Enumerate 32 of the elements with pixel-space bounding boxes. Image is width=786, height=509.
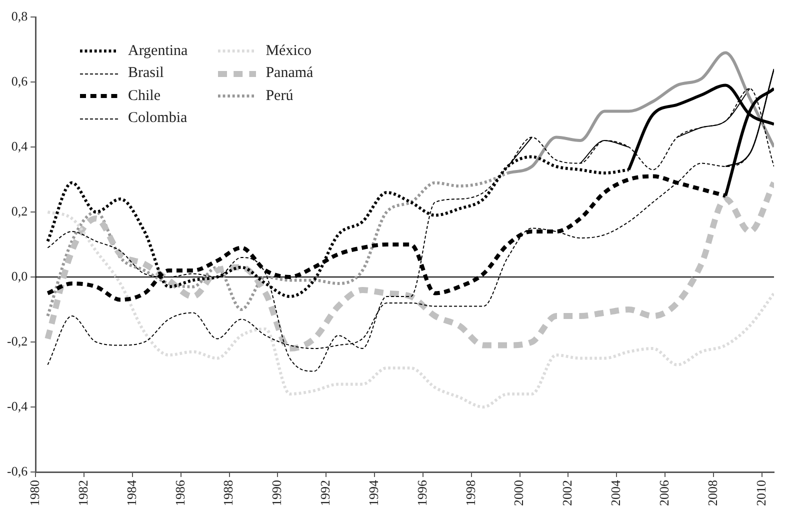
line-series (46, 210, 774, 408)
y-tick-label: -0,4 (6, 398, 28, 414)
y-tick-label: 0,6 (11, 73, 28, 88)
legend-label: Chile (128, 88, 160, 105)
legend-label: Argentina (128, 42, 188, 60)
x-tick-label: 1986 (172, 480, 188, 506)
legend-label: Perú (266, 88, 294, 105)
legend-label: Panamá (266, 65, 314, 82)
x-tick-label: 1980 (27, 480, 42, 506)
x-tick-label: 1992 (318, 480, 333, 506)
legend-label: Colombia (128, 110, 188, 128)
x-tick-label: 1994 (366, 480, 381, 506)
x-tick-label: 2002 (560, 480, 575, 506)
y-tick-label: 0,4 (11, 138, 28, 154)
legend-label: México (266, 42, 312, 60)
legend-label: Brasil (128, 65, 164, 82)
y-tick-label: 0,8 (11, 8, 28, 24)
x-tick-label: 2004 (608, 480, 624, 506)
x-tick-label: 1982 (75, 480, 90, 506)
y-tick-label: 0,2 (11, 203, 28, 218)
x-tick-label: 1996 (414, 480, 430, 506)
x-tick-label: 2010 (753, 480, 768, 506)
x-tick-label: 1998 (462, 480, 478, 506)
y-tick-label: -0,6 (6, 463, 28, 478)
x-tick-label: 1984 (124, 480, 139, 506)
y-tick-label: -0,2 (6, 333, 28, 348)
x-tick-label: 1988 (220, 480, 236, 506)
y-tick-label: 0,0 (11, 268, 28, 284)
x-tick-label: 2008 (704, 480, 720, 506)
x-tick-label: 2000 (511, 480, 526, 506)
x-tick-label: 1990 (269, 480, 284, 506)
x-tick-label: 2006 (656, 480, 672, 506)
